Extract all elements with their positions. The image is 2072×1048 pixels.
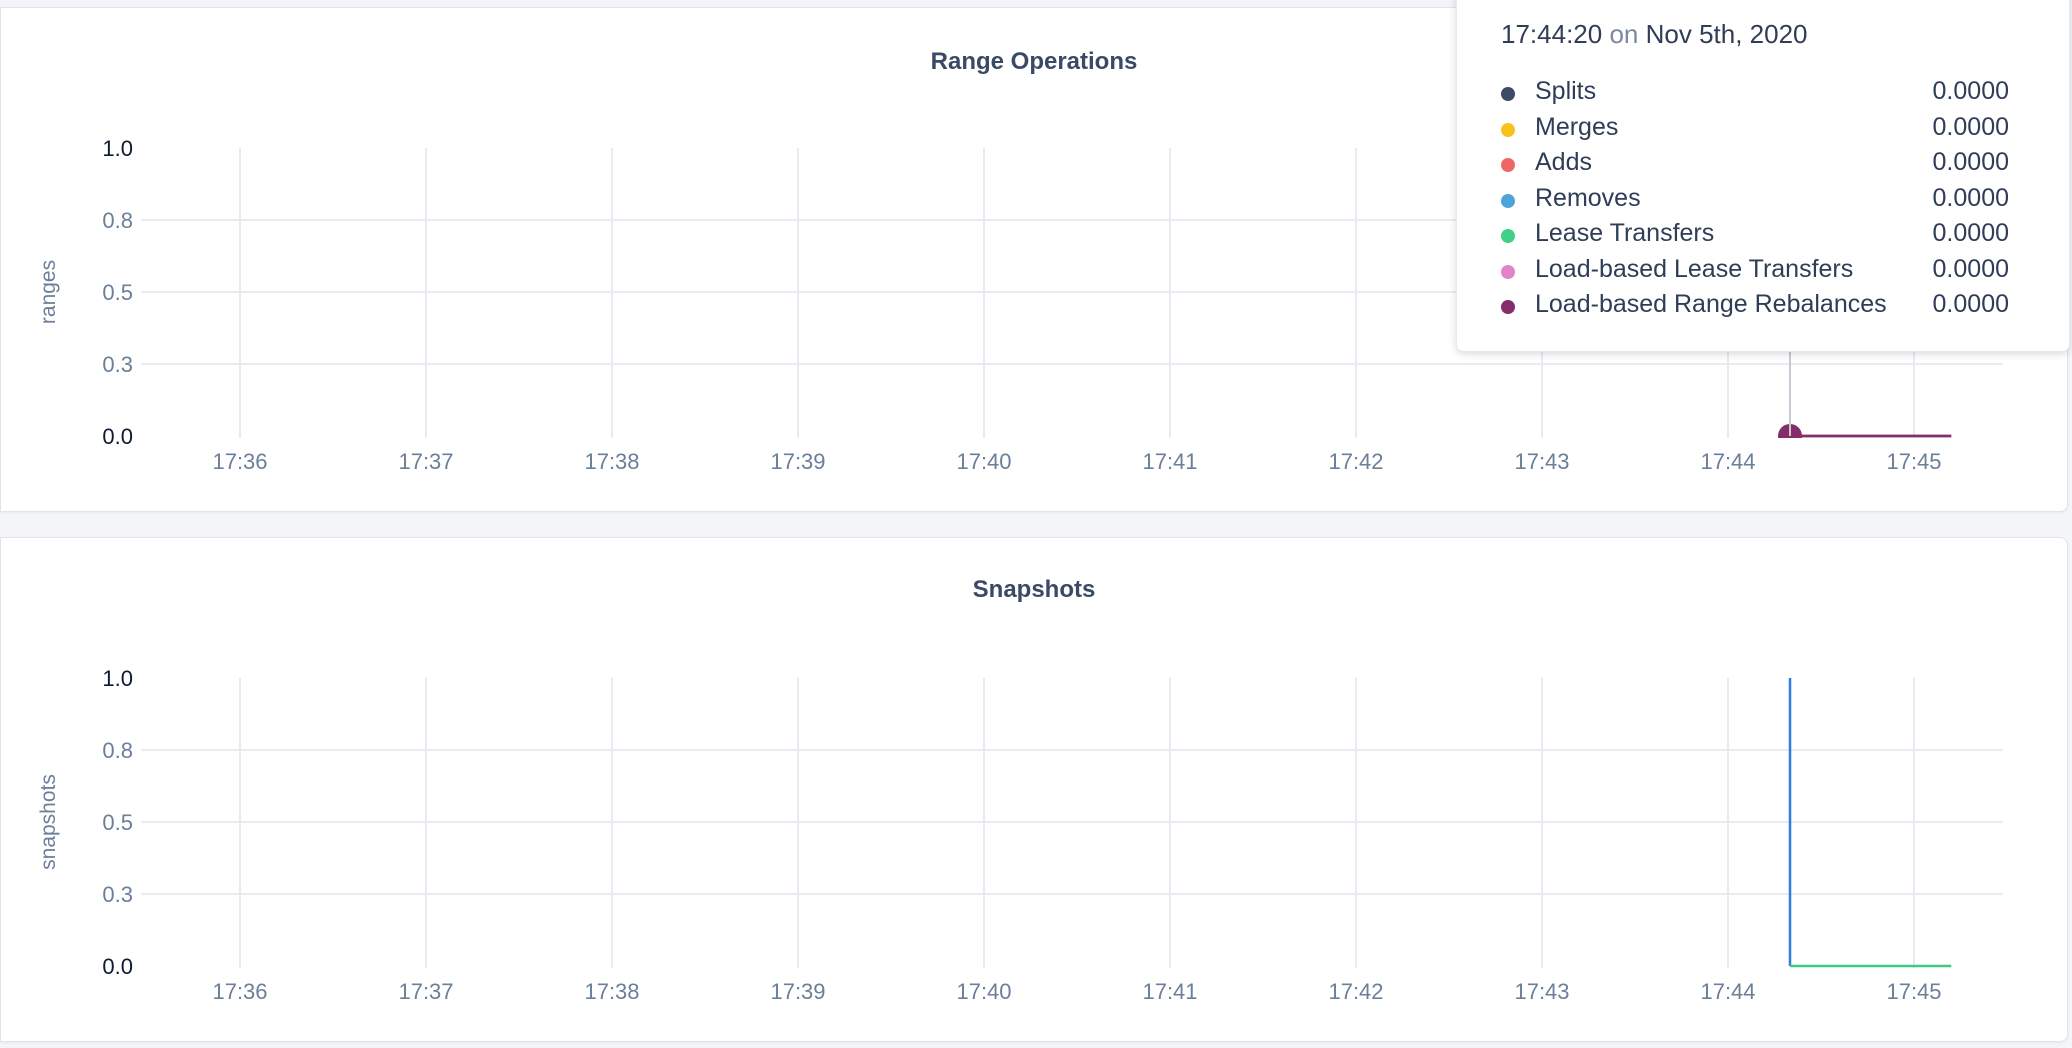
tooltip-on: on	[1609, 19, 1639, 49]
tooltip-row: Splits 0.0000	[1501, 77, 2009, 111]
tooltip-series-label: Load-based Lease Transfers	[1535, 254, 1854, 283]
x-tick-label: 17:40	[956, 979, 1011, 1004]
series-color-dot-icon	[1501, 264, 1515, 279]
y-tick-label: 1.0	[102, 136, 133, 161]
x-tick-label: 17:45	[1886, 979, 1941, 1004]
series-color-dot-icon	[1501, 122, 1515, 137]
tooltip-row: Merges 0.0000	[1501, 113, 2009, 147]
marker-clip	[1776, 438, 1804, 452]
y-tick-label: 0.0	[102, 424, 133, 449]
y-axis-label: snapshots	[37, 774, 60, 870]
tooltip-series-value: 0.0000	[1932, 254, 2009, 283]
tooltip-series-label: Adds	[1535, 148, 1592, 176]
tooltip-time: 17:44:20	[1501, 19, 1603, 49]
series-color-dot-icon	[1501, 193, 1515, 208]
x-tick-label: 17:40	[956, 449, 1011, 474]
tooltip-series-value: 0.0000	[1932, 148, 2009, 176]
series-color-dot-icon	[1501, 229, 1515, 243]
series-color-dot-icon	[1501, 300, 1515, 314]
x-tick-label: 17:39	[770, 979, 825, 1004]
x-tick-label: 17:38	[584, 979, 639, 1004]
y-tick-label: 0.3	[102, 352, 133, 377]
tooltip-series-label: Lease Transfers	[1535, 219, 1715, 247]
tooltip-row: Removes 0.0000	[1501, 184, 2009, 218]
series-color-dot-icon	[1501, 87, 1515, 101]
x-tick-label: 17:42	[1328, 449, 1383, 474]
x-tick-label: 17:44	[1700, 449, 1755, 474]
tooltip-series-label: Removes	[1535, 183, 1641, 212]
tooltip-series-value: 0.0000	[1932, 290, 2009, 318]
y-tick-label: 1.0	[102, 666, 133, 691]
x-tick-label: 17:37	[398, 979, 453, 1004]
tooltip-series-label: Load-based Range Rebalances	[1535, 290, 1887, 318]
tooltip-date: Nov 5th, 2020	[1645, 19, 1808, 49]
tooltip-series-label: Merges	[1535, 112, 1619, 141]
x-tick-label: 17:43	[1514, 449, 1569, 474]
x-tick-label: 17:39	[770, 449, 825, 474]
x-tick-label: 17:36	[212, 979, 267, 1004]
tooltip-series-label: Splits	[1535, 77, 1597, 105]
tooltip-series-value: 0.0000	[1932, 219, 2009, 247]
x-tick-label: 17:38	[584, 449, 639, 474]
chart-title: Snapshots	[972, 576, 1096, 603]
x-tick-label: 17:41	[1142, 449, 1197, 474]
tooltip-series-value: 0.0000	[1932, 112, 2009, 141]
x-tick-label: 17:44	[1700, 979, 1755, 1004]
x-tick-label: 17:45	[1886, 449, 1941, 474]
tooltip-row: Load-based Range Rebalances 0.0000	[1501, 290, 2009, 324]
x-tick-label: 17:43	[1514, 979, 1569, 1004]
snapshots-panel: Snapshots 0.0 0.3 0.5 0.8 1.0 17:36 17:37 17:38…	[0, 537, 2068, 1042]
y-tick-label: 0.5	[102, 280, 133, 305]
x-tick-label: 17:36	[212, 449, 267, 474]
y-tick-label: 0.8	[102, 208, 133, 233]
y-axis-label: ranges	[37, 260, 60, 324]
snapshots-chart[interactable]: 0.0 0.3 0.5 0.8 1.0 17:36 17:37 17:38 17:39 17:40…	[1, 538, 2067, 1041]
hover-tooltip: 17:44:20 on Nov 5th, 2020 Splits 0.0000 Me…	[1456, 0, 2070, 352]
y-tick-label: 0.5	[102, 810, 133, 835]
range-operations-chart[interactable]: 0.0 0.3 0.5 0.8 1.0 17:36 17:37 17:38 17:39 17:40…	[1, 8, 2067, 511]
series-color-dot-icon	[1501, 158, 1515, 172]
y-tick-label: 0.0	[102, 954, 133, 979]
x-tick-label: 17:41	[1142, 979, 1197, 1004]
tooltip-row: Adds 0.0000	[1501, 148, 2009, 182]
tooltip-row: Load-based Lease Transfers 0.0000	[1501, 255, 2009, 289]
chart-title: Range Operations	[930, 48, 1138, 75]
tooltip-series-value: 0.0000	[1932, 77, 2009, 105]
tooltip-series-value: 0.0000	[1932, 183, 2009, 212]
x-tick-label: 17:42	[1328, 979, 1383, 1004]
tooltip-row: Lease Transfers 0.0000	[1501, 219, 2009, 253]
y-tick-label: 0.3	[102, 882, 133, 907]
y-tick-label: 0.8	[102, 738, 133, 763]
tooltip-header: 17:44:20 on Nov 5th, 2020	[1501, 19, 1808, 50]
x-tick-label: 17:37	[398, 449, 453, 474]
